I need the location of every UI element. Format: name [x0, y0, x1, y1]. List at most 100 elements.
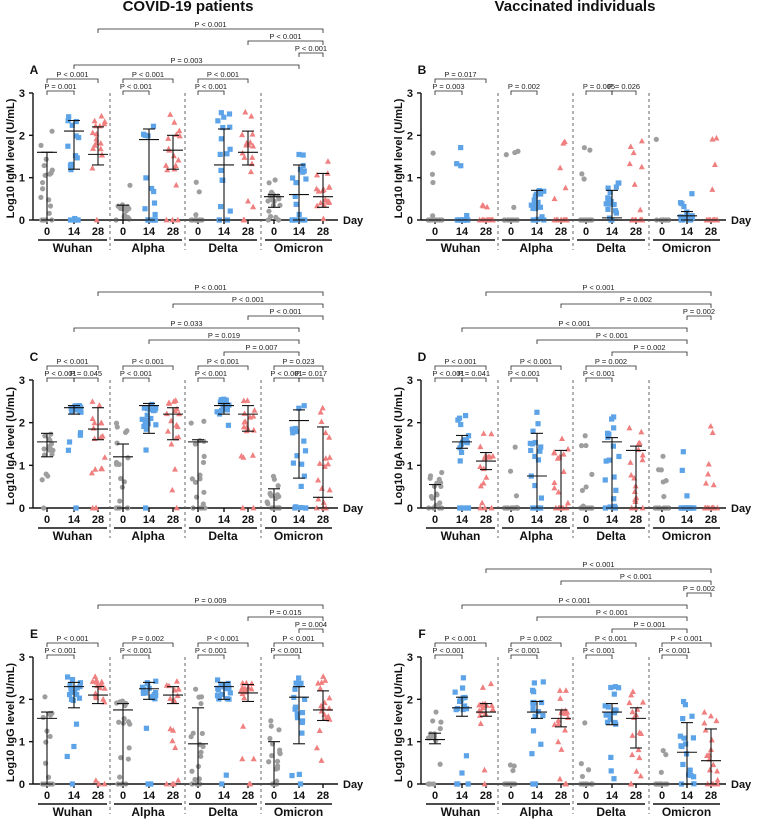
pvalue-bracket-line: [122, 90, 150, 95]
variant-label-wuhan: Wuhan: [53, 805, 93, 819]
data-point: [603, 712, 609, 718]
data-point: [274, 763, 281, 769]
data-point: [427, 781, 433, 787]
data-point: [681, 203, 687, 210]
data-point: [613, 487, 619, 493]
data-point: [198, 700, 204, 707]
data-point: [163, 410, 170, 417]
data-point: [485, 453, 492, 460]
data-point: [439, 469, 445, 476]
data-point: [580, 503, 586, 509]
variant-label-alpha: Alpha: [519, 805, 553, 819]
data-point: [47, 733, 53, 740]
data-point: [535, 216, 541, 222]
data-point: [42, 172, 48, 178]
data-point: [452, 689, 458, 695]
data-point: [612, 208, 619, 214]
data-point: [245, 197, 252, 204]
data-point: [680, 698, 687, 705]
data-point: [196, 694, 202, 700]
data-point: [637, 206, 644, 213]
day-tick-label: 14: [606, 790, 619, 802]
data-point: [532, 453, 538, 460]
pvalue-bracket-line: [273, 377, 300, 382]
data-point: [243, 679, 250, 686]
cross-pvalue-bracket-line: [172, 303, 324, 308]
pvalue-bracket-label: P = 0.017: [295, 369, 327, 378]
data-point: [318, 757, 325, 763]
day-tick-label: 28: [167, 226, 179, 238]
variant-label-delta: Delta: [208, 529, 238, 543]
data-point: [314, 171, 321, 178]
data-point: [299, 730, 305, 736]
day-tick-label: 14: [456, 514, 469, 526]
cross-pvalue-bracket-label: P < 0.001: [582, 560, 614, 569]
y-tick-label: 1: [407, 460, 413, 472]
cross-pvalue-bracket-label: P < 0.001: [269, 32, 301, 41]
data-point: [626, 699, 633, 706]
data-point: [460, 706, 466, 713]
data-point: [296, 771, 302, 778]
data-point: [249, 154, 256, 160]
variant-label-omicron: Omicron: [274, 241, 323, 255]
data-point: [275, 483, 281, 489]
data-point: [436, 476, 442, 483]
data-point: [483, 474, 490, 480]
data-point: [227, 124, 233, 130]
y-tick-label: 3: [19, 652, 25, 664]
data-point: [538, 699, 545, 706]
data-point: [296, 151, 302, 158]
data-point: [459, 685, 466, 691]
data-point: [241, 154, 248, 160]
day-tick-label: 0: [583, 514, 589, 526]
data-point: [637, 772, 644, 779]
data-point: [481, 780, 488, 787]
data-point: [143, 417, 149, 424]
data-point: [555, 488, 562, 495]
cross-pvalue-bracket-line: [73, 327, 300, 332]
data-point: [322, 429, 329, 436]
data-point: [300, 169, 306, 175]
day-tick-label: 28: [630, 226, 642, 238]
pvalue-bracket-line: [122, 642, 174, 647]
data-point: [488, 504, 495, 511]
data-point: [69, 122, 75, 128]
day-tick-label: 0: [120, 514, 126, 526]
data-point: [77, 432, 83, 438]
pvalue-bracket-label: P < 0.001: [195, 369, 227, 378]
panel-e: E Log10 IgG level (U/mL) Day 0 1 2 3 0 14 28 Wuhan…: [5, 596, 364, 819]
data-point: [507, 468, 514, 474]
data-point: [455, 417, 461, 423]
data-point: [225, 680, 231, 687]
data-point: [555, 717, 562, 723]
data-point: [201, 453, 207, 459]
data-point: [299, 719, 305, 726]
pvalue-bracket-label: P < 0.001: [658, 646, 690, 655]
data-point: [489, 705, 496, 712]
cross-pvalue-bracket-line: [536, 616, 688, 621]
y-tick-label: 1: [19, 173, 25, 185]
data-point: [90, 424, 97, 431]
cross-pvalue-bracket-label: P < 0.001: [269, 307, 301, 316]
data-point: [275, 217, 282, 223]
data-point: [175, 777, 182, 783]
variant-label-alpha: Alpha: [131, 529, 165, 543]
data-point: [221, 114, 227, 120]
data-point: [113, 461, 120, 467]
day-tick-label: 28: [480, 790, 492, 802]
pvalue-bracket-label: P < 0.001: [508, 646, 540, 655]
data-point: [97, 145, 104, 152]
pvalue-bracket-line: [273, 642, 324, 647]
data-point: [116, 719, 122, 725]
data-point: [630, 149, 637, 156]
pvalue-bracket-line: [298, 377, 324, 382]
data-point: [47, 447, 53, 453]
data-point: [274, 778, 280, 784]
data-point: [142, 132, 148, 139]
data-point: [531, 699, 537, 706]
pvalue-bracket-line: [197, 78, 249, 83]
data-point: [631, 488, 638, 495]
data-point: [579, 773, 586, 780]
data-point: [66, 692, 73, 698]
day-tick-label: 28: [705, 514, 717, 526]
